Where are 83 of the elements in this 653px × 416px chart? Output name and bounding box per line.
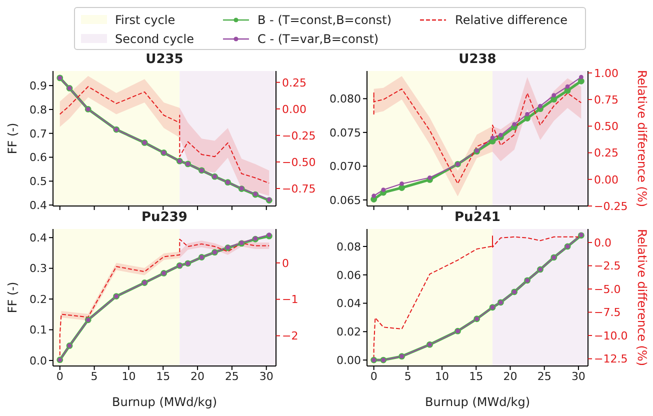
legend-label: B - (T=const,B=const)	[258, 12, 392, 26]
x-tick-label: 30	[571, 370, 586, 383]
y2-axis-title: Relative difference (%)	[634, 70, 649, 208]
x-tick-label: 10	[435, 370, 450, 383]
legend-label: First cycle	[115, 12, 176, 26]
y-tick-label: 0.4	[30, 198, 47, 212]
point	[428, 175, 432, 180]
y-tick-label: 0.06	[336, 268, 361, 282]
point	[552, 93, 556, 98]
y-tick-label: 0.080	[330, 92, 361, 106]
y-tick-label: 0.00	[336, 354, 361, 367]
y-tick-label: 0.075	[330, 126, 361, 140]
y-tick-label: 0.4	[30, 232, 47, 245]
point	[498, 132, 503, 138]
x-tick-label: 15	[156, 370, 170, 383]
point	[490, 136, 495, 140]
point	[372, 194, 376, 198]
y-tick-label: 0.3	[30, 262, 47, 276]
y2-tick-label: −10.0	[594, 329, 628, 342]
chart-title: Pu239	[140, 210, 188, 225]
y2-tick-label: −1	[282, 293, 298, 306]
y2-tick-label: −0.75	[282, 182, 316, 196]
x-tick-label: 25	[224, 370, 239, 383]
x-tick-label: 10	[122, 370, 136, 383]
point	[512, 122, 517, 127]
chart-title: U238	[458, 52, 498, 67]
y-tick-label: 0.7	[30, 127, 47, 140]
x-tick-label: 15	[469, 370, 484, 383]
y2-tick-label: −2	[282, 330, 298, 343]
y2-tick-label: −7.5	[594, 306, 621, 320]
chart-title: U235	[144, 52, 184, 67]
y-tick-label: 0.08	[336, 240, 361, 254]
y2-axis-title: Relative difference (%)	[634, 228, 649, 366]
y2-tick-label: −0.25	[594, 200, 628, 213]
point	[381, 188, 386, 192]
x-axis-title: Burnup (MWd/kg)	[112, 395, 218, 409]
legend-label: C - (T=var,B=const)	[258, 32, 379, 46]
y2-tick-label: −0.50	[282, 156, 316, 169]
y2-tick-label: −2.5	[594, 260, 621, 273]
y2-tick-label: −12.5	[594, 352, 628, 366]
y-tick-label: 0.5	[30, 175, 47, 188]
line-series	[373, 88, 582, 184]
y-tick-label: 0.1	[30, 324, 47, 337]
y2-tick-label: 0.25	[282, 76, 306, 90]
y2-tick-label: 0.00	[594, 173, 618, 186]
point	[565, 84, 570, 89]
point	[525, 112, 530, 116]
x-tick-label: 0	[56, 370, 64, 383]
y2-tick-label: 0.50	[594, 120, 618, 134]
y-tick-label: 0.8	[30, 103, 47, 116]
y2-tick-label: 0.75	[594, 93, 618, 106]
y-tick-label: 0.02	[336, 326, 361, 339]
legend-label: Second cycle	[115, 32, 194, 46]
x-tick-label: 20	[190, 370, 205, 383]
x-tick-label: 0	[370, 370, 378, 383]
y-tick-label: 0.070	[330, 160, 361, 174]
y-axis-title: FF (-)	[5, 282, 20, 314]
x-tick-label: 25	[537, 370, 552, 383]
y-tick-label: 0.2	[30, 292, 47, 306]
y-tick-label: 0.0	[30, 354, 47, 368]
y2-tick-label: 0.00	[282, 102, 306, 116]
y-tick-label: 0.04	[336, 297, 361, 310]
point	[538, 104, 542, 108]
point	[400, 182, 404, 186]
legend-label: Relative difference	[455, 12, 568, 26]
y2-tick-label: −5.0	[594, 282, 621, 296]
y2-tick-label: −0.25	[282, 129, 316, 142]
y-tick-label: 0.065	[330, 194, 361, 207]
y2-tick-label: 1.00	[594, 66, 618, 80]
x-tick-label: 5	[404, 370, 412, 383]
y-tick-label: 0.6	[30, 151, 47, 164]
line-series	[59, 86, 270, 184]
y-axis-title: FF (-)	[5, 122, 20, 154]
chart-title: Pu241	[454, 210, 502, 225]
x-tick-label: 20	[503, 370, 518, 383]
x-tick-label: 30	[259, 370, 274, 383]
x-tick-label: 5	[90, 370, 98, 383]
y-tick-label: 0.9	[30, 79, 47, 92]
y2-tick-label: 0	[282, 256, 289, 270]
point	[578, 74, 584, 80]
y2-tick-label: 0.25	[594, 146, 618, 160]
x-axis-title: Burnup (MWd/kg)	[424, 395, 530, 409]
y2-tick-label: 0.0	[594, 236, 612, 250]
